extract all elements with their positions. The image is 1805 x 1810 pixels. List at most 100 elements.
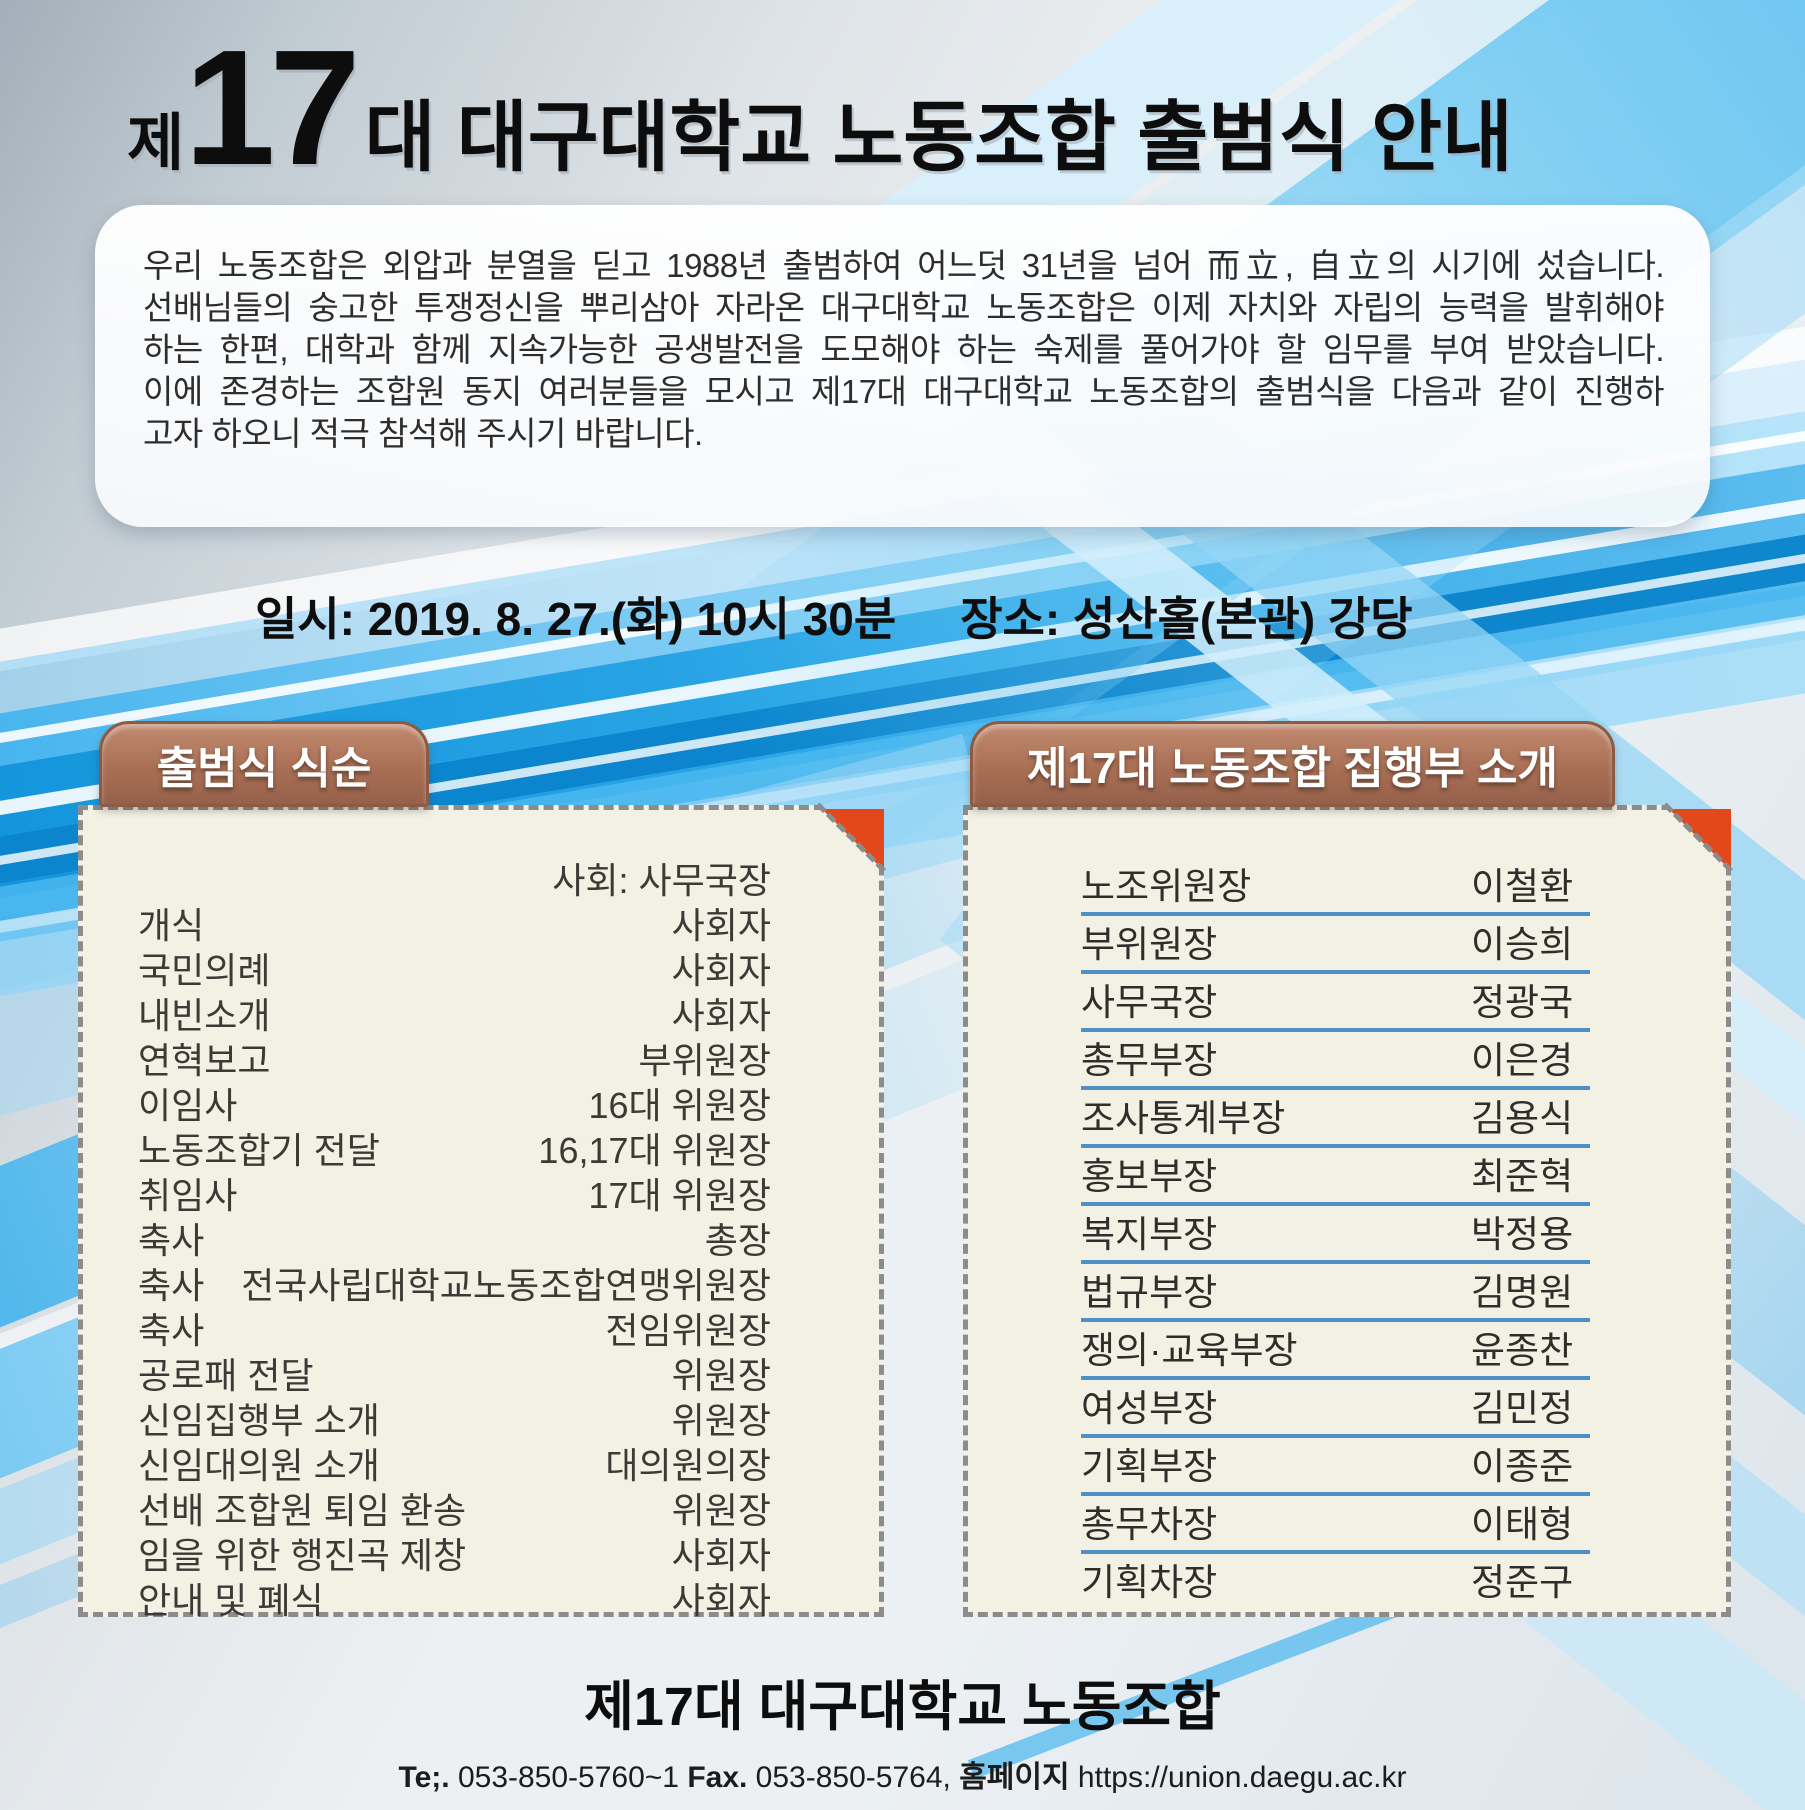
- event-venue: 장소: 성산홀(본관) 강당: [960, 593, 1413, 645]
- program-row: 신임집행부 소개 위원장: [138, 1398, 771, 1443]
- program-item-label: 국민의례: [138, 950, 271, 991]
- executive-row: 쟁의·교육부장 윤종찬: [1081, 1322, 1590, 1380]
- executive-row: 복지부장 박정용: [1081, 1206, 1590, 1264]
- executive-name: 김용식: [1471, 1098, 1574, 1139]
- executive-title: 여성부장: [1081, 1388, 1218, 1429]
- executive-title: 법규부장: [1081, 1272, 1218, 1313]
- title-prefix: 제: [127, 109, 185, 178]
- intro-line: 고자 하오니 적극 참석해 주시기 바랍니다.: [143, 415, 703, 452]
- program-list: 사회: 사무국장 개식 사회자 국민의례 사회자: [83, 810, 879, 1623]
- program-item-label: 이임사: [138, 1085, 238, 1126]
- executive-row: 총무부장 이은경: [1081, 1032, 1590, 1090]
- executive-row: 법규부장 김명원: [1081, 1264, 1590, 1322]
- program-row: 신임대의원 소개 대의원의장: [138, 1443, 771, 1488]
- executive-row: 기획차장 정준구: [1081, 1554, 1590, 1608]
- executive-name: 정광국: [1471, 982, 1574, 1023]
- intro-paragraph: 우리 노동조합은 외압과 분열을 딛고 1988년 출범하여 어느덧 31년을 …: [95, 205, 1710, 455]
- program-item-label: 내빈소개: [138, 995, 271, 1036]
- executives-table: 노조위원장 이철환 부위원장 이승희 사무국장 정광국 총무부장: [968, 810, 1726, 1608]
- program-row: 개식 사회자: [138, 903, 771, 948]
- executive-title: 기획차장: [1081, 1562, 1218, 1603]
- event-info: 일시: 2019. 8. 27.(화) 10시 30분 장소: 성산홀(본관) …: [255, 583, 1413, 649]
- program-row: 축사 총장: [138, 1218, 771, 1263]
- program-item-label: 노동조합기 전달: [138, 1130, 380, 1171]
- executive-name: 윤종찬: [1471, 1330, 1574, 1371]
- program-row: 국민의례 사회자: [138, 948, 771, 993]
- program-row: 노동조합기 전달 16,17대 위원장: [138, 1128, 771, 1173]
- executive-name: 최준혁: [1471, 1156, 1574, 1197]
- executive-title: 조사통계부장: [1081, 1098, 1286, 1139]
- program-row: 내빈소개 사회자: [138, 993, 771, 1038]
- executive-title: 노조위원장: [1081, 866, 1252, 907]
- executive-title: 홍보부장: [1081, 1156, 1218, 1197]
- program-item-label: 공로패 전달: [138, 1355, 314, 1396]
- program-row: 취임사 17대 위원장: [138, 1173, 771, 1218]
- fax-number: 053-850-5764,: [747, 1761, 960, 1794]
- executive-name: 이은경: [1471, 1040, 1574, 1081]
- program-role-label: 16대 위원장: [588, 1085, 771, 1126]
- program-item-label: 취임사: [138, 1175, 238, 1216]
- executive-name: 이종준: [1471, 1446, 1574, 1487]
- program-role-label: 사회자: [671, 995, 771, 1036]
- program-panel: 출범식 식순 사회: 사무국장 개식 사회자 국민의례 사회자: [78, 721, 887, 1617]
- program-item-label: 선배 조합원 퇴임 환송: [138, 1490, 467, 1531]
- executive-title: 사무국장: [1081, 982, 1218, 1023]
- event-datetime: 일시: 2019. 8. 27.(화) 10시 30분: [255, 593, 897, 645]
- program-item-label: 축사: [138, 1310, 205, 1351]
- executive-title: 쟁의·교육부장: [1081, 1330, 1298, 1371]
- program-role-label: 전임위원장: [605, 1310, 771, 1351]
- program-role-label: 대의원의장: [605, 1445, 771, 1486]
- executives-panel-tab: 제17대 노동조합 집행부 소개: [970, 721, 1615, 807]
- program-item-label: 개식: [138, 905, 205, 946]
- footer-organization: 제17대 대구대학교 노동조합: [584, 1677, 1221, 1737]
- executive-title: 기획부장: [1081, 1446, 1218, 1487]
- intro-line: 이에 존경하는 조합원 동지 여러분들을 모시고 제17대 대구대학교 노동조합…: [143, 373, 1665, 410]
- program-row: 공로패 전달 위원장: [138, 1353, 771, 1398]
- program-row: 안내 및 폐식 사회자: [138, 1578, 771, 1623]
- executives-panel: 제17대 노동조합 집행부 소개 노조위원장 이철환 부위원장 이승희: [963, 721, 1734, 1617]
- program-role-label: 총장: [704, 1220, 771, 1261]
- program-role-label: 위원장: [671, 1490, 771, 1531]
- executive-row: 총무차장 이태형: [1081, 1496, 1590, 1554]
- executive-name: 정준구: [1471, 1562, 1574, 1603]
- executive-title: 총무부장: [1081, 1040, 1218, 1081]
- executive-title: 총무차장: [1081, 1504, 1218, 1545]
- executive-name: 김민정: [1471, 1388, 1574, 1429]
- executives-panel-body: 노조위원장 이철환 부위원장 이승희 사무국장 정광국 총무부장: [963, 805, 1731, 1617]
- program-role-label: 위원장: [671, 1400, 771, 1441]
- program-panel-tab: 출범식 식순: [99, 721, 429, 807]
- program-item-label: 안내 및 폐식: [138, 1580, 324, 1621]
- title-suffix: 대 대구대학교 노동조합 출범식 안내: [364, 95, 1513, 181]
- program-panel-body: 사회: 사무국장 개식 사회자 국민의례 사회자: [78, 805, 884, 1617]
- executive-title: 복지부장: [1081, 1214, 1218, 1255]
- program-mc-line: 사회: 사무국장: [552, 860, 771, 901]
- program-role-label: 전국사립대학교노동조합연맹위원장: [241, 1265, 771, 1306]
- homepage-label: 홈페이지: [959, 1761, 1070, 1794]
- program-row: 이임사 16대 위원장: [138, 1083, 771, 1128]
- program-item-label: 축사: [138, 1265, 205, 1306]
- title-number: 17: [184, 16, 360, 199]
- program-item-label: 축사: [138, 1220, 205, 1261]
- intro-line: 선배님들의 숭고한 투쟁정신을 뿌리삼아 자라온 대구대학교 노동조합은 이제 …: [143, 289, 1665, 326]
- executive-name: 이철환: [1471, 866, 1574, 907]
- program-role-label: 사회자: [671, 1535, 771, 1576]
- program-row: 연혁보고 부위원장: [138, 1038, 771, 1083]
- executive-row: 사무국장 정광국: [1081, 974, 1590, 1032]
- program-role-label: 사회자: [671, 1580, 771, 1621]
- executive-name: 박정용: [1471, 1214, 1574, 1255]
- executive-row: 여성부장 김민정: [1081, 1380, 1590, 1438]
- intro-line: 하는 한편, 대학과 함께 지속가능한 공생발전을 도모해야 하는 숙제를 풀어…: [143, 331, 1665, 368]
- program-row: 임을 위한 행진곡 제창 사회자: [138, 1533, 771, 1578]
- program-role-label: 사회자: [671, 950, 771, 991]
- program-role-label: 17대 위원장: [588, 1175, 771, 1216]
- executive-name: 이승희: [1471, 924, 1574, 965]
- executive-row: 부위원장 이승희: [1081, 916, 1590, 974]
- page-title: 제 17 대 대구대학교 노동조합 출범식 안내: [0, 26, 1640, 190]
- program-role-label: 16,17대 위원장: [538, 1130, 771, 1171]
- program-rows: 개식 사회자 국민의례 사회자 내빈소개 사회자: [138, 903, 771, 1623]
- intro-card: 우리 노동조합은 외압과 분열을 딛고 1988년 출범하여 어느덧 31년을 …: [95, 205, 1710, 527]
- program-role-label: 부위원장: [638, 1040, 771, 1081]
- tel-label: Te;.: [398, 1761, 450, 1794]
- program-item-label: 신임대의원 소개: [138, 1445, 380, 1486]
